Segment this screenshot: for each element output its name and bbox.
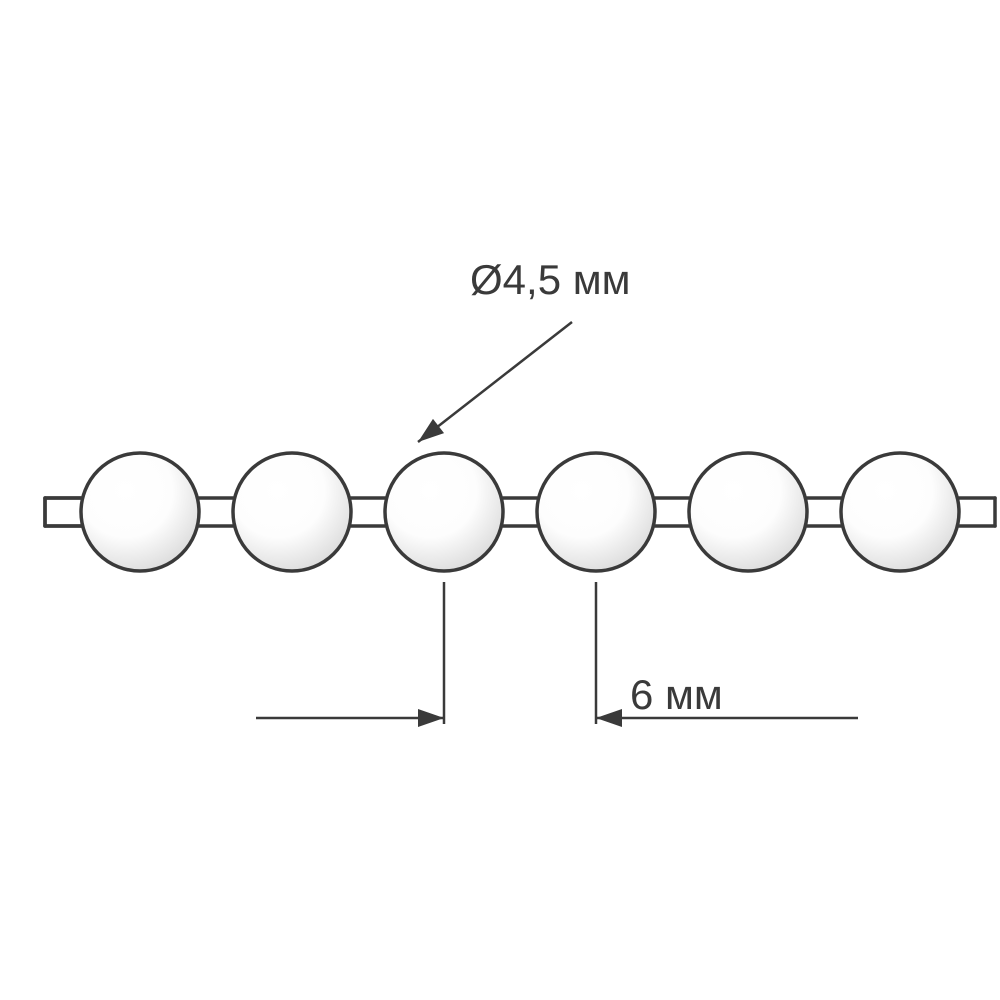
ball-chain xyxy=(45,453,995,571)
diagram-canvas: Ø4,5 мм 6 мм xyxy=(0,0,1000,1000)
ball-chain-svg xyxy=(0,0,1000,1000)
pitch-label: 6 мм xyxy=(630,671,723,719)
diameter-label: Ø4,5 мм xyxy=(470,256,630,304)
